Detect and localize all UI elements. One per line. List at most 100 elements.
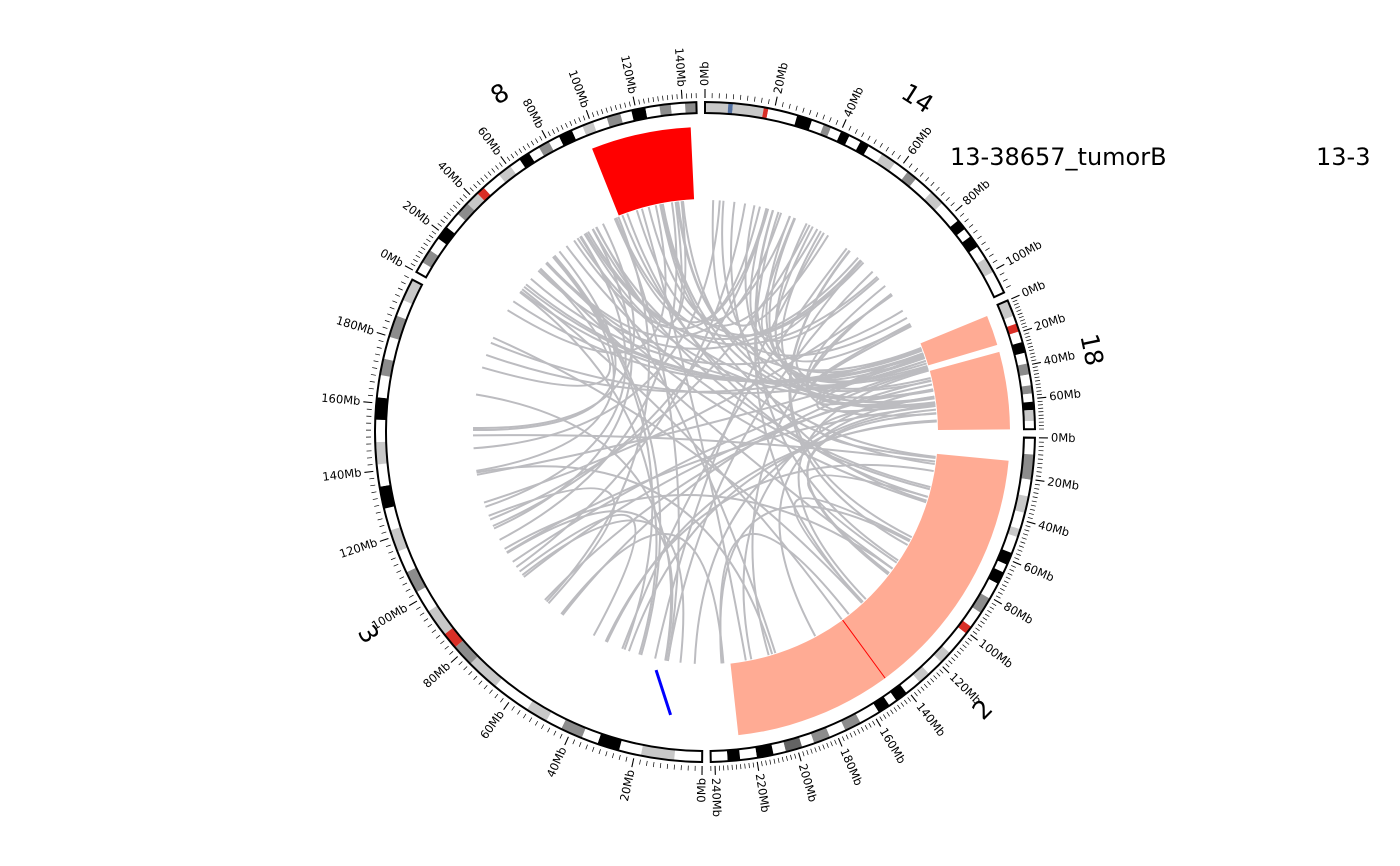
tick-mark [403, 583, 407, 585]
tick-mark [385, 320, 390, 322]
tick-mark [484, 685, 487, 689]
tick-mark [372, 368, 377, 369]
tick-mark [620, 104, 621, 109]
tick-mark [592, 747, 594, 752]
tick-mark [517, 710, 520, 714]
tick-mark [951, 202, 955, 205]
sv-link [482, 269, 610, 386]
tick-mark [880, 143, 883, 147]
tick-label: 180Mb [335, 313, 377, 338]
tick-mark [796, 106, 797, 111]
tick-mark [789, 104, 790, 109]
tick-mark [527, 143, 530, 147]
tick-mark [920, 173, 923, 177]
tick-mark [529, 718, 532, 722]
chromosome-label: 3 [352, 620, 385, 649]
tick-mark [992, 603, 996, 606]
tick-mark [499, 163, 502, 167]
tick-mark [1033, 370, 1038, 371]
tick-mark [392, 301, 397, 303]
tick-label: 20Mb [400, 198, 434, 228]
tick-mark [374, 361, 379, 362]
tick-mark [943, 667, 949, 673]
tick-mark [957, 651, 961, 654]
tick-mark [390, 307, 395, 309]
tick-mark [1013, 300, 1018, 302]
ideogram-band-chr3 [375, 420, 386, 442]
tick-mark [930, 678, 933, 682]
tick-mark [901, 703, 904, 707]
tick-mark [1037, 394, 1042, 395]
tick-mark [523, 146, 526, 150]
tick-mark [965, 641, 969, 644]
tick-mark [450, 209, 454, 212]
ideogram-band-chr18 [1023, 402, 1035, 411]
tick-mark [573, 740, 575, 745]
tick-mark [1028, 517, 1033, 518]
tick-mark [601, 109, 603, 114]
tick-mark [489, 690, 492, 694]
tick-mark [484, 175, 487, 179]
tick-mark [782, 102, 783, 107]
tick-mark [799, 753, 802, 762]
tick-mark [383, 327, 388, 329]
tick-mark [921, 687, 924, 691]
tick-mark [855, 129, 857, 133]
tick-mark [406, 589, 410, 591]
tick-mark [996, 596, 1000, 598]
ideogram-band-chr18 [1023, 410, 1035, 421]
tick-mark [378, 519, 383, 520]
tick-mark [557, 127, 559, 131]
tick-mark [640, 760, 641, 765]
tick-mark [1037, 467, 1042, 468]
tick-mark [1033, 497, 1038, 498]
tick-mark [681, 90, 682, 99]
tick-mark [745, 764, 746, 769]
tick-mark [375, 354, 380, 355]
cnv-gain-segment [930, 352, 1010, 430]
tick-label: 80Mb [960, 176, 993, 208]
tick-mark [413, 259, 417, 262]
tick-mark [862, 133, 864, 137]
tick-mark [1030, 353, 1035, 354]
tick-mark [749, 763, 750, 768]
tick-mark [934, 676, 937, 680]
tick-mark [579, 742, 581, 747]
tick-mark [444, 216, 448, 219]
tick-mark [369, 388, 374, 389]
tick-mark [985, 614, 989, 617]
tick-mark [395, 294, 400, 296]
tick-mark [1027, 522, 1036, 524]
tick-mark [1031, 360, 1036, 361]
tick-mark [531, 141, 534, 145]
tick-mark [1020, 320, 1025, 322]
tick-mark [774, 759, 775, 764]
tick-mark [757, 762, 758, 771]
tick-mark [1023, 328, 1032, 331]
tick-mark [429, 235, 433, 238]
tick-mark [1015, 306, 1020, 308]
ideogram-band-chr2 [711, 750, 728, 762]
tick-mark [1019, 316, 1024, 318]
tick-mark [625, 103, 626, 108]
chromosome-ideogram-ring [375, 102, 1035, 762]
tick-mark [835, 740, 837, 745]
tick-mark [565, 123, 567, 128]
tick-label: 160Mb [877, 725, 909, 766]
tick-mark [477, 181, 480, 185]
tick-mark [740, 95, 741, 100]
tick-mark [768, 99, 769, 104]
tick-mark [474, 676, 477, 680]
tick-mark [500, 698, 503, 702]
tick-mark [880, 717, 883, 721]
chromosome-label: 14 [896, 78, 938, 120]
tick-mark [911, 695, 917, 702]
tick-mark [1037, 391, 1042, 392]
tick-mark [1036, 480, 1045, 481]
tick-label: 0Mb [1019, 277, 1047, 300]
tick-mark [894, 707, 897, 711]
tick-mark [809, 110, 811, 115]
tick-mark [819, 746, 821, 751]
tick-mark [946, 197, 950, 200]
